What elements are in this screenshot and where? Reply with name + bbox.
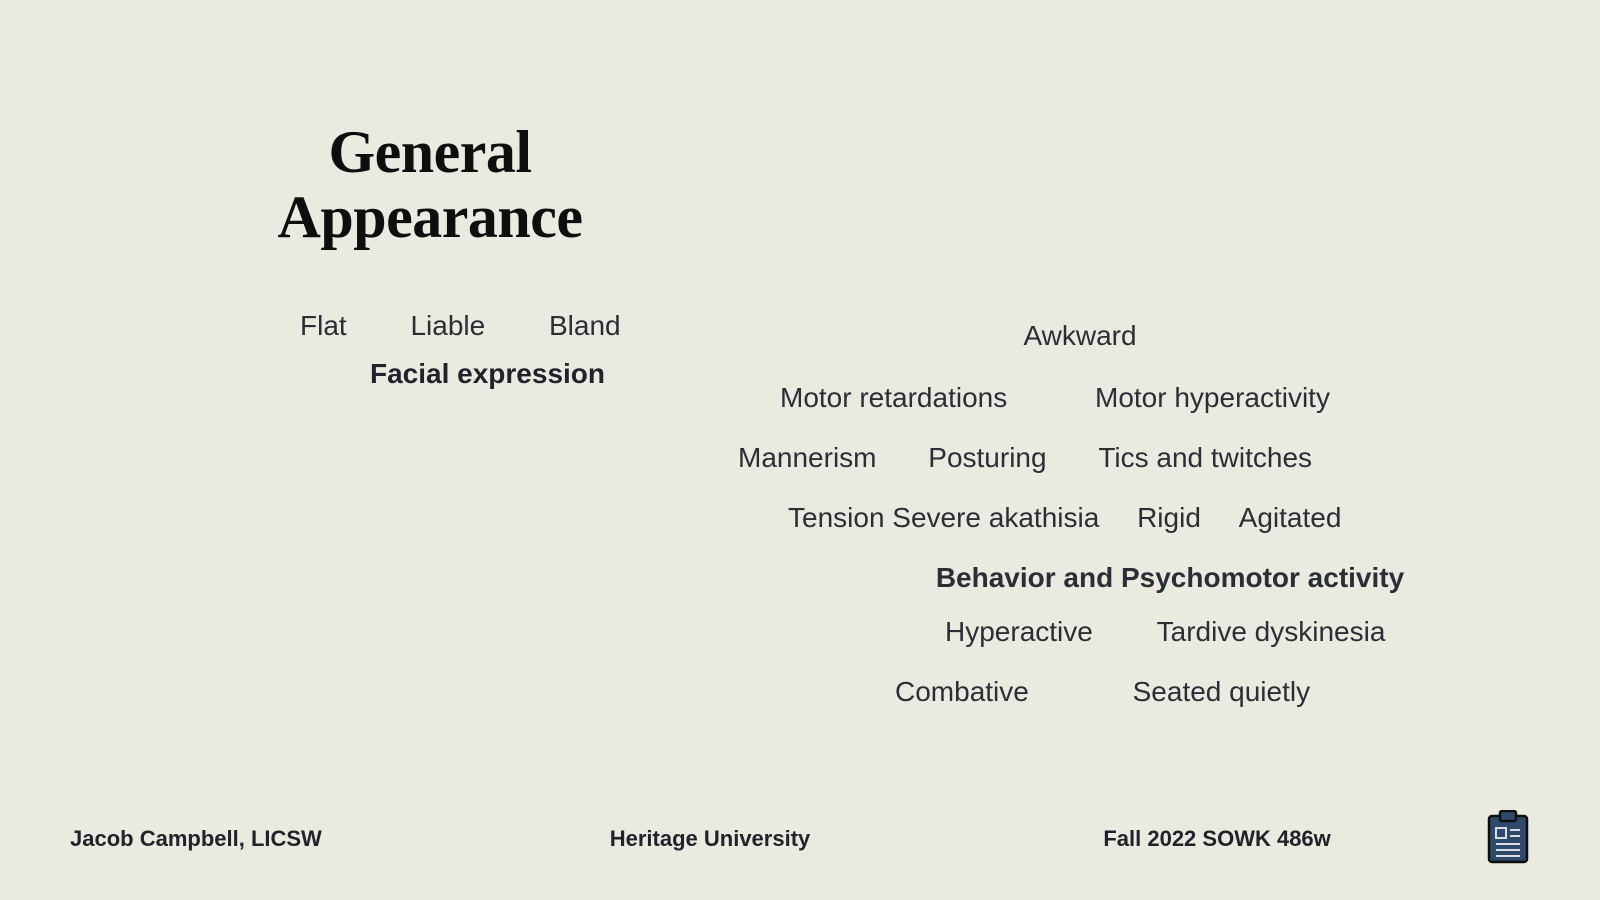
slide-title: General Appearance — [230, 120, 630, 250]
term-motor-retardations: Motor retardations — [780, 382, 1007, 414]
term-posturing: Posturing — [928, 442, 1046, 474]
term-mannerism: Mannerism — [738, 442, 876, 474]
slide-footer: Jacob Campbell, LICSW Heritage Universit… — [70, 826, 1530, 852]
term-combative: Combative — [895, 676, 1029, 708]
term-tics-and-twitches: Tics and twitches — [1098, 442, 1312, 474]
facial-expression-heading: Facial expression — [370, 358, 605, 390]
title-line-1: General — [328, 119, 531, 185]
term-bland: Bland — [549, 310, 621, 341]
title-line-2: Appearance — [278, 184, 583, 250]
term-seated-quietly: Seated quietly — [1133, 676, 1310, 708]
term-awkward: Awkward — [1023, 320, 1136, 352]
term-motor-hyperactivity: Motor hyperactivity — [1095, 382, 1330, 414]
term-liable: Liable — [410, 310, 485, 341]
footer-org: Heritage University — [497, 826, 924, 852]
footer-author: Jacob Campbell, LICSW — [70, 826, 497, 852]
behavior-psychomotor-heading: Behavior and Psychomotor activity — [900, 562, 1440, 594]
term-flat: Flat — [300, 310, 347, 341]
facial-terms-row: Flat Liable Bland — [300, 310, 621, 342]
term-tension-severe-akathisia: Tension Severe akathisia — [788, 502, 1099, 534]
footer-course: Fall 2022 SOWK 486w — [923, 826, 1530, 852]
term-tardive-dyskinesia: Tardive dyskinesia — [1157, 616, 1386, 648]
clipboard-document-icon — [1486, 810, 1530, 864]
term-rigid: Rigid — [1137, 502, 1201, 534]
behavior-cloud: Awkward Motor retardations Motor hyperac… — [720, 320, 1440, 708]
term-agitated: Agitated — [1239, 502, 1342, 534]
term-hyperactive: Hyperactive — [945, 616, 1093, 648]
